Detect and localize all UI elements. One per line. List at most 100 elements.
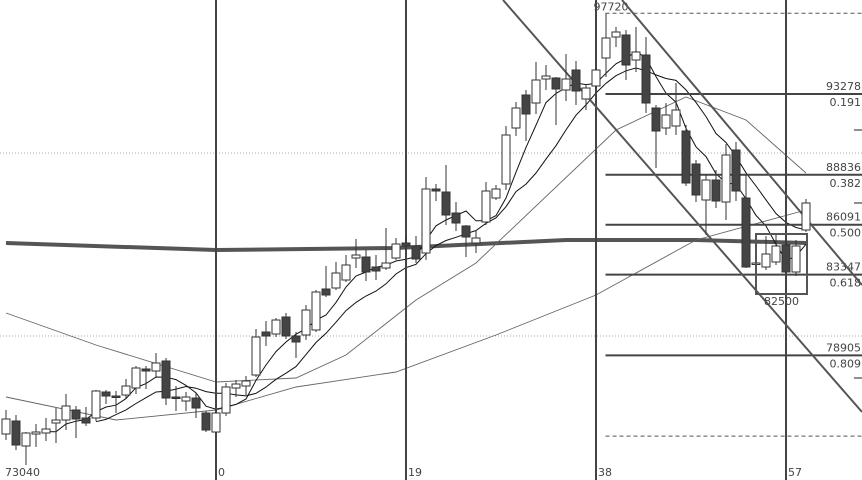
bearish-candle-body [521, 94, 531, 115]
range-box: 82500 [755, 233, 808, 308]
bullish-candle-body [41, 428, 51, 434]
bullish-candle-body [341, 264, 351, 281]
bullish-candle-body [351, 254, 361, 259]
candle [261, 321, 271, 346]
bullish-candle-body [591, 69, 601, 87]
candle [331, 262, 341, 290]
bullish-candle-body [381, 262, 391, 269]
candle [541, 65, 551, 90]
candle [241, 376, 251, 395]
candle [571, 61, 581, 105]
bullish-candle-body [91, 390, 101, 419]
candle [671, 83, 681, 135]
candle [451, 202, 461, 231]
candle [561, 54, 571, 101]
bearish-candle-body [261, 331, 271, 337]
candle [41, 418, 51, 441]
bearish-candle-body [321, 288, 331, 296]
bullish-candle-body [211, 412, 221, 433]
bullish-candle-body [581, 87, 591, 100]
moving-averages [5, 50, 807, 433]
candle [801, 199, 811, 232]
candle [461, 225, 471, 257]
bearish-candle-body [411, 245, 421, 260]
candle [711, 170, 721, 208]
bearish-candle-body [781, 244, 791, 273]
candles [1, 13, 811, 465]
candle [661, 103, 671, 135]
candle [621, 30, 631, 80]
trend-channel [502, 0, 862, 413]
bearish-candle-body [461, 225, 471, 238]
candle [781, 240, 791, 273]
x-tick-label: 0 [218, 466, 225, 479]
x-tick-label: 57 [788, 466, 802, 479]
bullish-candle-body [391, 243, 401, 259]
candle [531, 62, 541, 114]
candle [401, 236, 411, 250]
candle [191, 393, 201, 418]
moving-average-line [5, 238, 807, 253]
bullish-candle-body [771, 245, 781, 263]
bullish-candle-body [501, 134, 511, 185]
candle [341, 255, 351, 282]
moving-average-10 [95, 67, 807, 423]
bearish-candle-body [101, 391, 111, 397]
bearish-candle-body [291, 335, 301, 343]
candle [431, 184, 441, 201]
bearish-candle-body [571, 69, 581, 92]
candle [251, 329, 261, 377]
bullish-candle-body [181, 396, 191, 402]
x-axis-labels: 73040 0 19 38 57 [5, 466, 802, 479]
fib-ratio-label: 0.809 [830, 357, 862, 370]
candle [791, 240, 801, 276]
candle [221, 383, 231, 416]
candle [421, 177, 431, 260]
candle [231, 380, 241, 397]
candle [761, 236, 771, 270]
fib-price-label: 83347 [826, 261, 861, 274]
candle [321, 266, 331, 297]
candle [721, 144, 731, 220]
channel-line [621, 0, 862, 286]
candle [681, 125, 691, 186]
candle [131, 366, 141, 394]
candle [691, 160, 701, 202]
bearish-candle-body [691, 163, 701, 196]
candle [61, 394, 71, 430]
bullish-candle-body [481, 190, 491, 223]
bearish-candle-body [731, 149, 741, 192]
candle [391, 238, 401, 260]
bearish-candle-body [441, 191, 451, 216]
bullish-candle-body [761, 253, 771, 268]
bullish-candle-body [801, 202, 811, 231]
bullish-candle-body [541, 75, 551, 80]
candle [91, 390, 101, 421]
bullish-candle-body [131, 367, 141, 389]
candle [731, 142, 741, 201]
bullish-candle-body [511, 107, 521, 129]
bearish-candle-body [111, 395, 121, 398]
x-tick-label: 19 [408, 466, 422, 479]
fib-high-label: 97720 [594, 0, 629, 13]
bearish-candle-body [621, 34, 631, 66]
candle [51, 408, 61, 443]
x-tick-label: 38 [598, 466, 612, 479]
bullish-candle-body [701, 179, 711, 201]
candle [361, 250, 371, 281]
candle [271, 318, 281, 337]
candle [521, 90, 531, 141]
moving-average-line [5, 209, 807, 421]
candle [351, 239, 361, 268]
candle [291, 332, 301, 358]
bullish-candle-body [271, 319, 281, 335]
candle [381, 228, 391, 270]
channel-line [502, 0, 862, 413]
bearish-candle-body [551, 77, 561, 90]
range-box-rect [755, 233, 808, 295]
candle [481, 182, 491, 225]
fib-price-label: 78905 [826, 341, 861, 354]
candle [311, 290, 321, 332]
